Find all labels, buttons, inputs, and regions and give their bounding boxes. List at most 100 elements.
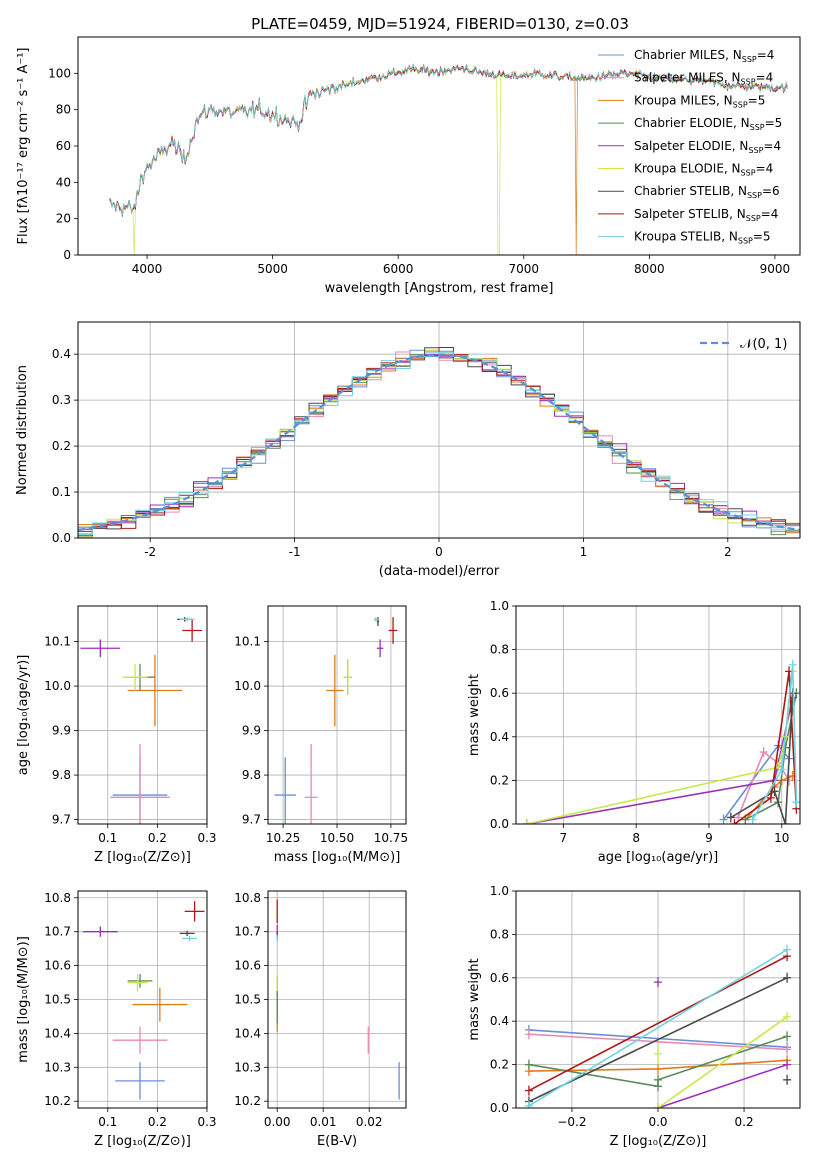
y-tick-label: 0.3	[52, 393, 71, 407]
y-tick-label: 10.0	[44, 679, 71, 693]
y-tick-label: 9.7	[242, 813, 261, 827]
errorbar-point	[184, 901, 205, 922]
series-marker	[783, 1031, 792, 1042]
x-tick-label: -2	[144, 545, 156, 559]
x-tick-label: 0.02	[356, 1115, 383, 1129]
axes-frame	[515, 605, 801, 825]
plot-area	[274, 617, 398, 824]
y-tick-label: 10.6	[44, 959, 71, 973]
y-axis-label: Normed distribution	[15, 365, 30, 495]
x-tick-label: 0.1	[98, 1115, 117, 1129]
series-marker	[783, 1011, 792, 1022]
y-tick-label: 10.4	[234, 1026, 261, 1040]
errorbar-point	[304, 743, 318, 824]
y-tick-label: 10.0	[234, 679, 261, 693]
x-tick-label: 10	[774, 831, 789, 845]
errorbar-point	[274, 757, 297, 824]
errorbar-point	[82, 926, 118, 937]
x-tick-label: −0.2	[557, 1115, 586, 1129]
y-axis-label: Flux [fλ10⁻¹⁷ erg cm⁻² s⁻¹ A⁻¹]	[16, 48, 31, 245]
x-tick-label: 0.2	[735, 1115, 754, 1129]
y-tick-label: 10.6	[234, 959, 261, 973]
series-marker	[783, 972, 792, 983]
x-tick-label: 8	[632, 831, 640, 845]
y-tick-label: 0.4	[52, 347, 71, 361]
series-line	[730, 693, 794, 824]
y-tick-label: 10.3	[44, 1060, 71, 1074]
series-marker	[522, 819, 531, 824]
y-tick-label: 10.1	[234, 635, 261, 649]
series-line	[734, 671, 798, 824]
legend-label: Chabrier STELIB, NSSP=6	[634, 184, 780, 200]
x-tick-label: 4000	[132, 262, 163, 276]
y-axis-label: mass weight	[467, 958, 482, 1040]
axes-frame	[77, 605, 208, 825]
x-axis-label: Z [log₁₀(Z/Z⊙)]	[610, 1134, 707, 1149]
y-tick-label: 0.4	[490, 1014, 509, 1028]
x-tick-label: 0.3	[197, 1115, 216, 1129]
y-tick-label: 0.8	[490, 927, 509, 941]
y-tick-label: 10.3	[234, 1060, 261, 1074]
y-tick-label: 0.2	[490, 1058, 509, 1072]
x-axis-label: mass [log₁₀(M/M⊙)]	[274, 850, 401, 865]
series-marker	[524, 1085, 533, 1096]
x-tick-label: 6000	[383, 262, 414, 276]
errorbar-point	[182, 935, 198, 942]
panel-mass_vs_Z: 0.1 0.2 0.3 10.2 10.3 10.4 10.5 10.6 10.7 10.8 Z […	[16, 890, 217, 1149]
x-axis-label: (data-model)/error	[379, 564, 500, 579]
x-tick-label: 0.00	[264, 1115, 291, 1129]
errorbar-point	[127, 974, 153, 988]
series-line	[528, 1029, 788, 1048]
y-tick-label: 0.0	[490, 817, 509, 831]
x-tick-label: 10.75	[374, 831, 408, 845]
y-tick-label: 1.0	[490, 599, 509, 613]
errorbar-point	[182, 619, 203, 642]
errorbar-point	[122, 663, 148, 691]
x-tick-label: 0	[435, 545, 443, 559]
legend-label: Salpeter ELODIE, NSSP=4	[634, 139, 781, 155]
series-marker	[783, 944, 792, 955]
x-tick-label: 0.0	[648, 1115, 667, 1129]
series-marker	[781, 819, 790, 824]
x-axis-label: wavelength [Angstrom, rest frame]	[325, 281, 554, 296]
errorbar-point	[80, 639, 121, 658]
y-tick-label: 0.6	[490, 686, 509, 700]
y-tick-label: 10.7	[44, 925, 71, 939]
y-tick-label: 10.1	[44, 635, 71, 649]
y-tick-label: 0.2	[52, 439, 71, 453]
series-marker	[783, 1074, 792, 1085]
plot-area	[524, 944, 792, 1108]
legend-label: Chabrier MILES, NSSP=4	[634, 48, 774, 64]
spectrum-line	[109, 64, 788, 216]
x-axis-label: Z [log₁₀(Z/Z⊙)]	[94, 1134, 191, 1149]
x-tick-label: 9000	[760, 262, 791, 276]
figure-title: PLATE=0459, MJD=51924, FIBERID=0130, z=0…	[251, 15, 629, 33]
x-tick-label: 8000	[634, 262, 665, 276]
series-marker	[792, 797, 800, 808]
errorbar-point	[376, 617, 380, 627]
x-axis-label: age [log₁₀(age/yr)]	[598, 850, 719, 865]
y-axis-label: mass weight	[467, 674, 482, 756]
errorbar-point	[112, 1026, 168, 1054]
x-tick-label: 9	[705, 831, 713, 845]
x-tick-label: 0.2	[148, 1115, 167, 1129]
y-tick-label: 10.7	[234, 925, 261, 939]
x-tick-label: 2	[724, 545, 732, 559]
y-axis-label: age [log₁₀(age/yr)]	[16, 655, 31, 776]
y-tick-label: 0.0	[490, 1101, 509, 1115]
series-marker	[730, 819, 739, 824]
series-marker	[788, 659, 797, 670]
x-tick-label: 0.3	[197, 831, 216, 845]
series-marker	[748, 814, 757, 824]
normal-curve	[78, 353, 800, 531]
errorbar-point	[127, 974, 148, 992]
series-marker	[654, 1063, 662, 1074]
plot-area	[522, 659, 800, 824]
errorbar-point	[132, 987, 188, 1022]
y-tick-label: 0	[63, 248, 71, 262]
y-tick-label: 80	[56, 103, 71, 117]
legend-label: Kroupa ELODIE, NSSP=4	[634, 162, 773, 178]
x-tick-label: 0.1	[98, 831, 117, 845]
series-line	[752, 664, 798, 821]
